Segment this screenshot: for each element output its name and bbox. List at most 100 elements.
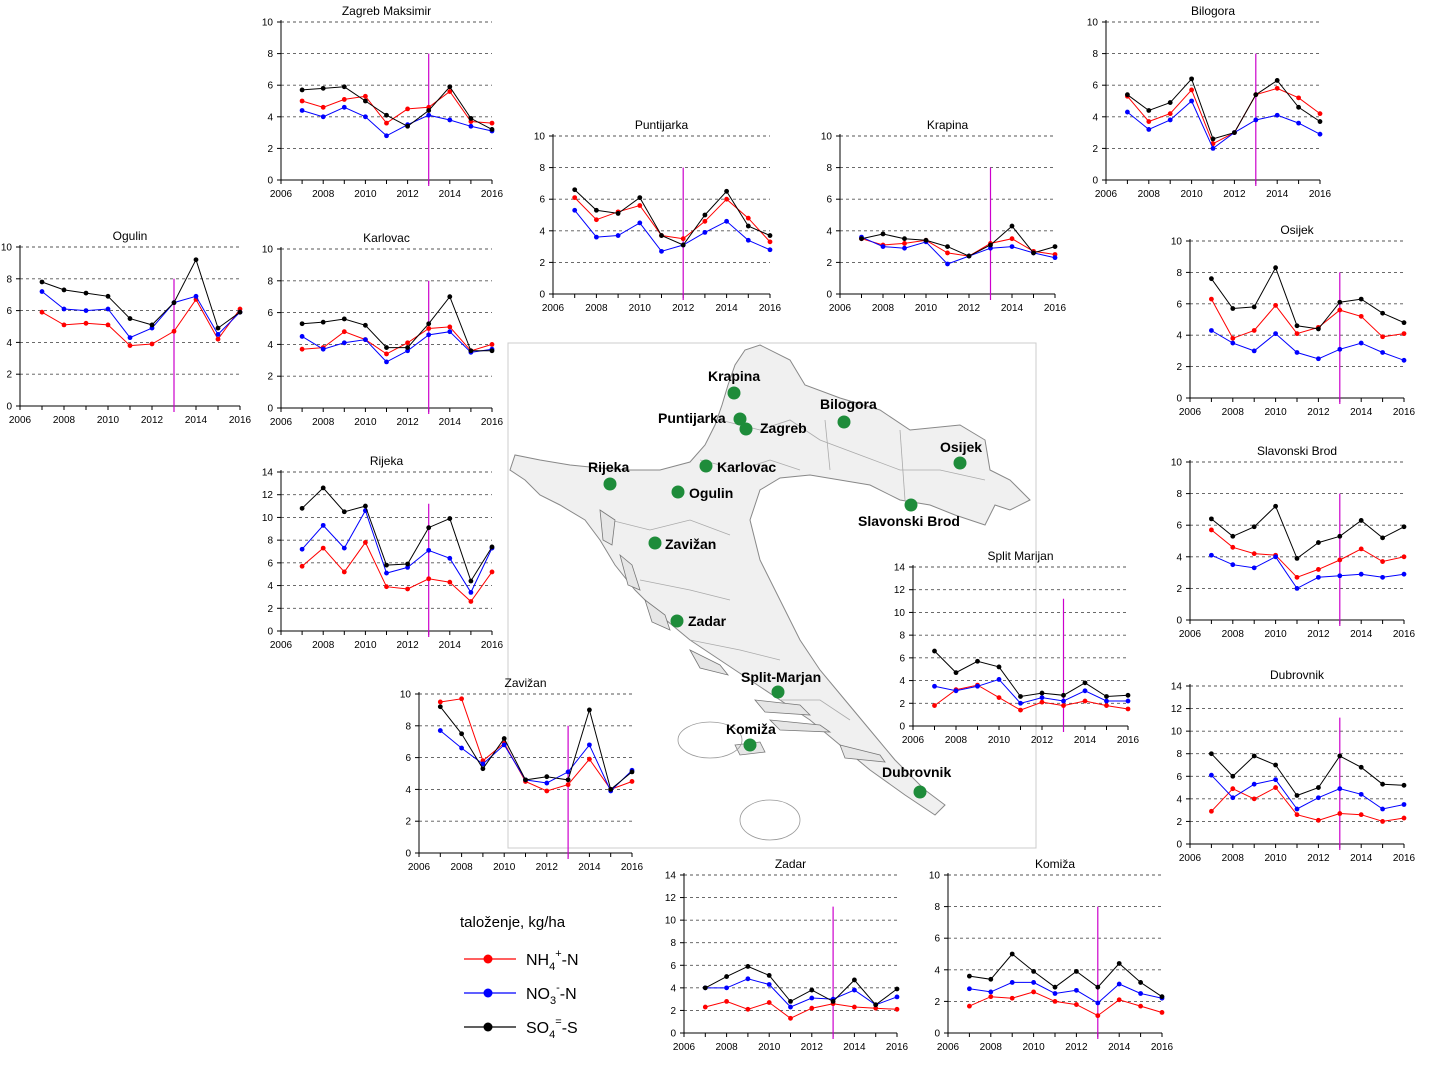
point-no3 bbox=[975, 683, 980, 689]
point-no3 bbox=[1401, 802, 1407, 807]
point-nh4 bbox=[1316, 817, 1321, 823]
x-tick-label: 2006 bbox=[673, 1042, 696, 1053]
point-no3 bbox=[61, 306, 67, 312]
point-no3 bbox=[1125, 109, 1130, 115]
x-tick-label: 2008 bbox=[1138, 189, 1161, 200]
point-so4 bbox=[501, 736, 507, 741]
point-so4 bbox=[437, 704, 443, 710]
y-tick-label: 8 bbox=[267, 49, 273, 60]
series-line-nh4 bbox=[934, 684, 1129, 711]
point-so4 bbox=[1209, 276, 1214, 282]
point-no3 bbox=[1039, 695, 1045, 701]
point-nh4 bbox=[384, 120, 389, 126]
point-so4 bbox=[320, 85, 326, 91]
point-nh4 bbox=[1031, 989, 1036, 995]
chart-komiza: Komiža 0 2 4 6 8 10 2006 2008 2010 2012 2014 2016 bbox=[929, 857, 1174, 1053]
point-nh4 bbox=[1274, 85, 1280, 91]
series-line-nh4 bbox=[302, 326, 493, 355]
point-no3 bbox=[1125, 698, 1131, 704]
point-so4 bbox=[171, 300, 177, 306]
point-so4 bbox=[447, 84, 453, 90]
point-nh4 bbox=[1380, 559, 1385, 564]
y-tick-label: 8 bbox=[1176, 268, 1182, 279]
y-tick-label: 8 bbox=[267, 276, 273, 287]
y-tick-label: 6 bbox=[267, 558, 273, 569]
station-label-puntijarka: Puntijarka bbox=[658, 410, 726, 426]
y-tick-label: 8 bbox=[826, 163, 832, 174]
x-tick-label: 2006 bbox=[902, 735, 925, 746]
point-nh4 bbox=[384, 351, 389, 357]
legend-label-nh4: NH4+-N bbox=[526, 948, 579, 973]
point-nh4 bbox=[320, 545, 326, 551]
point-nh4 bbox=[1230, 544, 1236, 550]
point-nh4 bbox=[1358, 546, 1364, 552]
x-tick-label: 2010 bbox=[1180, 189, 1203, 200]
series-line-so4 bbox=[969, 953, 1163, 998]
x-tick-label: 2006 bbox=[1179, 407, 1202, 418]
station-dot-karlovac bbox=[699, 459, 713, 473]
y-tick-label: 10 bbox=[262, 18, 274, 29]
series-line-so4 bbox=[439, 706, 633, 791]
series-line-no3 bbox=[969, 981, 1163, 1004]
chart-split-marijan: Split Marijan 0 2 4 6 8 10 12 14 2006 2008 2010 2012… bbox=[894, 549, 1140, 746]
series-line-nh4 bbox=[1211, 786, 1405, 822]
x-tick-label: 2006 bbox=[408, 862, 431, 873]
point-so4 bbox=[405, 345, 410, 350]
y-tick-label: 6 bbox=[405, 753, 411, 764]
point-so4 bbox=[967, 973, 972, 979]
point-so4 bbox=[923, 237, 929, 243]
point-nh4 bbox=[1294, 812, 1300, 818]
point-nh4 bbox=[629, 779, 635, 784]
point-nh4 bbox=[149, 341, 155, 347]
station-label-bilogora: Bilogora bbox=[820, 396, 877, 412]
station-dot-komiza bbox=[743, 738, 757, 752]
station-label-split-marjan: Split-Marjan bbox=[741, 669, 821, 685]
point-no3 bbox=[480, 761, 486, 767]
point-so4 bbox=[1253, 92, 1259, 98]
point-so4 bbox=[788, 999, 793, 1004]
y-tick-label: 0 bbox=[899, 722, 905, 733]
point-so4 bbox=[615, 211, 621, 216]
y-tick-label: 8 bbox=[899, 631, 905, 642]
series-line-no3 bbox=[1211, 330, 1405, 361]
series-line-so4 bbox=[301, 487, 493, 583]
point-nh4 bbox=[766, 1000, 772, 1005]
point-nh4 bbox=[745, 215, 751, 221]
point-no3 bbox=[702, 229, 708, 235]
x-tick-label: 2010 bbox=[1264, 629, 1287, 640]
point-no3 bbox=[615, 233, 621, 238]
y-tick-label: 4 bbox=[267, 340, 273, 351]
point-no3 bbox=[1209, 552, 1214, 558]
x-tick-label: 2014 bbox=[1350, 629, 1373, 640]
point-so4 bbox=[966, 253, 972, 259]
series-line-no3 bbox=[439, 730, 633, 792]
series-line-no3 bbox=[574, 209, 771, 252]
x-tick-label: 2008 bbox=[53, 415, 76, 426]
y-tick-label: 10 bbox=[1, 243, 13, 254]
x-tick-label: 2016 bbox=[1393, 853, 1416, 864]
point-nh4 bbox=[1189, 87, 1194, 93]
point-nh4 bbox=[127, 343, 133, 348]
chart-title: Dubrovnik bbox=[1270, 668, 1325, 682]
chart-rijeka: Rijeka 0 2 4 6 8 10 12 14 2006 2008 2010 2012 2014 201… bbox=[262, 454, 504, 651]
y-tick-label: 10 bbox=[400, 690, 412, 701]
chart-krapina: Krapina 0 2 4 6 8 10 2006 2008 2010 2012 2014 2016 bbox=[821, 118, 1067, 314]
x-tick-label: 2012 bbox=[672, 303, 695, 314]
point-nh4 bbox=[1380, 334, 1385, 340]
point-no3 bbox=[967, 986, 972, 992]
point-so4 bbox=[1316, 540, 1321, 545]
point-so4 bbox=[447, 294, 453, 300]
point-no3 bbox=[447, 555, 453, 561]
point-no3 bbox=[988, 989, 994, 995]
point-so4 bbox=[932, 648, 937, 654]
x-tick-label: 2012 bbox=[1223, 189, 1246, 200]
point-so4 bbox=[745, 964, 751, 969]
point-so4 bbox=[1052, 984, 1058, 990]
x-tick-label: 2008 bbox=[312, 417, 335, 428]
point-no3 bbox=[1253, 117, 1259, 123]
point-so4 bbox=[1337, 533, 1343, 539]
point-nh4 bbox=[587, 756, 592, 762]
x-tick-label: 2006 bbox=[937, 1042, 960, 1053]
y-tick-label: 14 bbox=[665, 871, 677, 882]
chart-karlovac: Karlovac 0 2 4 6 8 10 2006 2008 2010 2012 2014 2016 bbox=[262, 231, 504, 428]
